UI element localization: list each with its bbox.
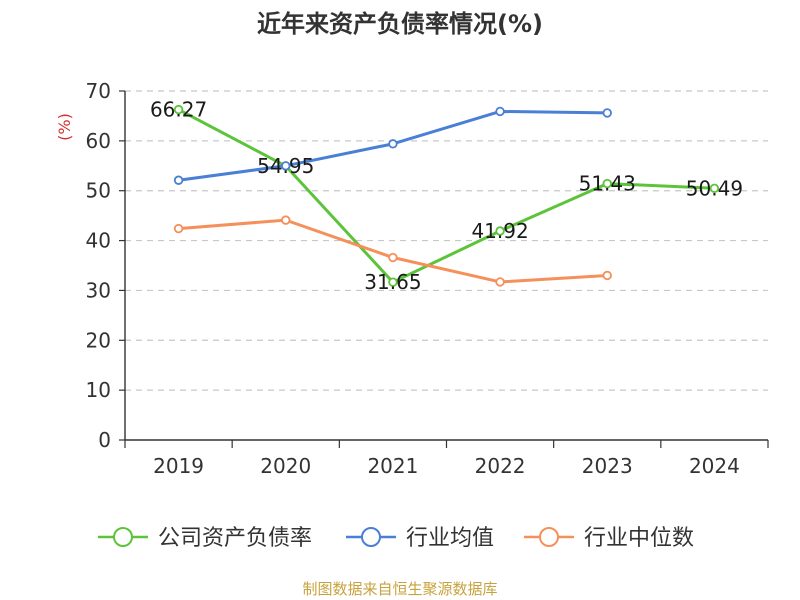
data-point: [602, 108, 612, 118]
y-tick-label: 60: [86, 129, 111, 153]
y-tick-label: 50: [86, 179, 111, 203]
data-point: [602, 270, 612, 281]
y-tick-label: 70: [86, 79, 111, 103]
legend-marker: [539, 527, 559, 547]
data-label: 50.49: [686, 176, 743, 200]
data-point: [388, 277, 398, 287]
data-label: 51.43: [579, 172, 636, 196]
chart-title: 近年来资产负债率情况(%): [257, 10, 543, 38]
data-point: [173, 175, 184, 185]
x-tick-label: 2024: [689, 454, 740, 478]
data-point: [173, 104, 184, 115]
data-point: [495, 106, 505, 117]
data-point: [281, 161, 291, 171]
x-tick-label: 2019: [153, 454, 204, 478]
y-tick-label: 30: [86, 278, 111, 302]
legend: 公司资产负债率 行业均值 行业中位数: [98, 526, 694, 551]
data-point: [495, 277, 505, 287]
y-tick-label: 10: [86, 378, 111, 402]
legend-label: 公司资产负债率: [158, 526, 312, 551]
data-point: [602, 178, 612, 189]
data-point: [495, 226, 505, 236]
y-tick-label: 40: [86, 229, 111, 253]
legend-marker: [113, 527, 133, 547]
x-tick-label: 2020: [260, 454, 311, 478]
grid-layer: [125, 90, 768, 391]
data-point: [281, 215, 291, 225]
data-label: 54.95: [257, 154, 314, 178]
y-tick-label: 20: [86, 328, 111, 352]
data-label: 31.65: [364, 270, 421, 294]
y-tick-label: 0: [98, 428, 111, 452]
series-line-0: [177, 108, 715, 284]
x-tick-label: 2022: [475, 454, 526, 478]
data-label: 41.92: [471, 219, 528, 243]
data-point: [388, 139, 398, 149]
legend-label: 行业均值: [406, 526, 494, 551]
source-note: 制图数据来自恒生聚源数据库: [302, 580, 498, 598]
data-point: [388, 252, 398, 263]
legend-label: 行业中位数: [584, 526, 694, 551]
series-layer: [173, 104, 720, 287]
data-point: [173, 223, 184, 234]
y-axis-label: (%): [55, 113, 74, 141]
axis-layer: 0 10 20 30 40 50 60 70 2019 2020 2021 2022 2023 2024 (…: [55, 79, 769, 478]
data-point: [709, 183, 720, 193]
legend-marker: [361, 527, 381, 547]
x-tick-label: 2021: [367, 454, 418, 478]
data-label-layer: 66.27 54.95 31.65 41.92 51.43 50.49: [150, 98, 743, 295]
data-label: 66.27: [150, 98, 207, 122]
x-tick-label: 2023: [582, 454, 633, 478]
